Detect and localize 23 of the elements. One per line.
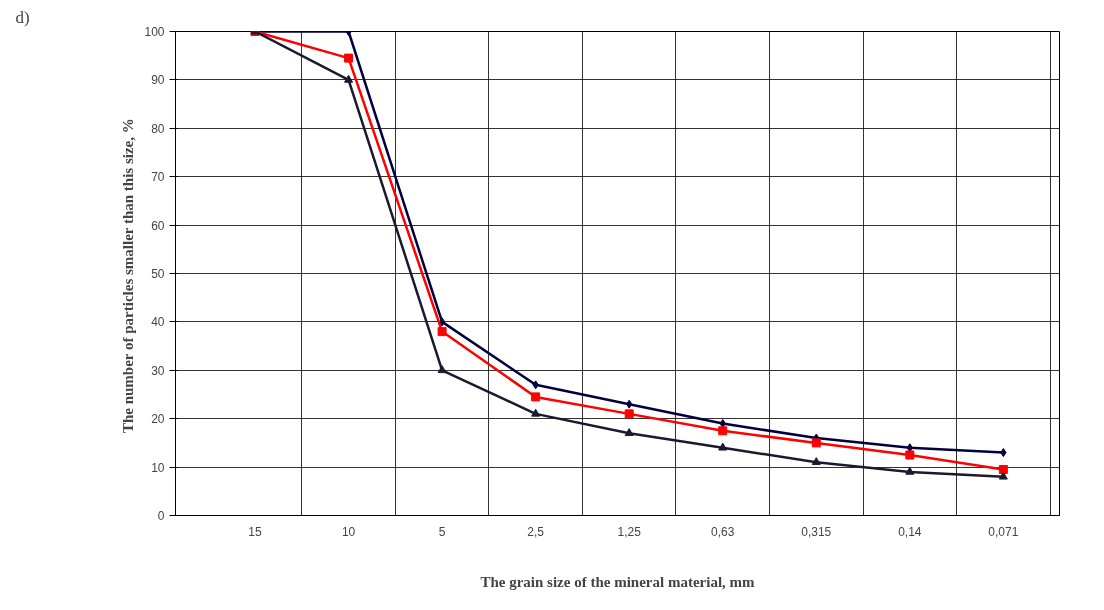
x-tick-label: 0,071 <box>988 524 1019 539</box>
y-tick-label: 70 <box>151 170 165 185</box>
y-tick-label: 30 <box>151 363 165 378</box>
x-tick-label: 10 <box>341 524 356 539</box>
x-axis-title: The grain size of the mineral material, mm <box>480 573 756 590</box>
y-tick-label: 80 <box>151 121 165 136</box>
y-tick-label: 60 <box>151 218 165 233</box>
y-tick-label: 10 <box>151 460 165 475</box>
y-tick-label: 20 <box>151 412 165 427</box>
y-axis-title: The number of particles smaller than this size, % <box>120 118 137 434</box>
y-tick-label: 0 <box>157 509 165 523</box>
text: d) <box>15 7 30 27</box>
y-tick-label: 90 <box>151 73 165 88</box>
x-tick-label: 15 <box>248 524 263 539</box>
y-tick-label: 40 <box>151 315 165 330</box>
y-tick-label: 100 <box>144 25 165 39</box>
x-tick-label: 1,25 <box>617 524 642 539</box>
x-tick-label: 0,63 <box>711 524 735 539</box>
x-tick-label: 0,14 <box>898 524 922 539</box>
x-tick-label: 5 <box>438 524 446 539</box>
y-tick-label: 50 <box>151 267 165 281</box>
x-tick-label: 0,315 <box>801 524 832 539</box>
x-tick-label: 2,5 <box>527 524 545 539</box>
